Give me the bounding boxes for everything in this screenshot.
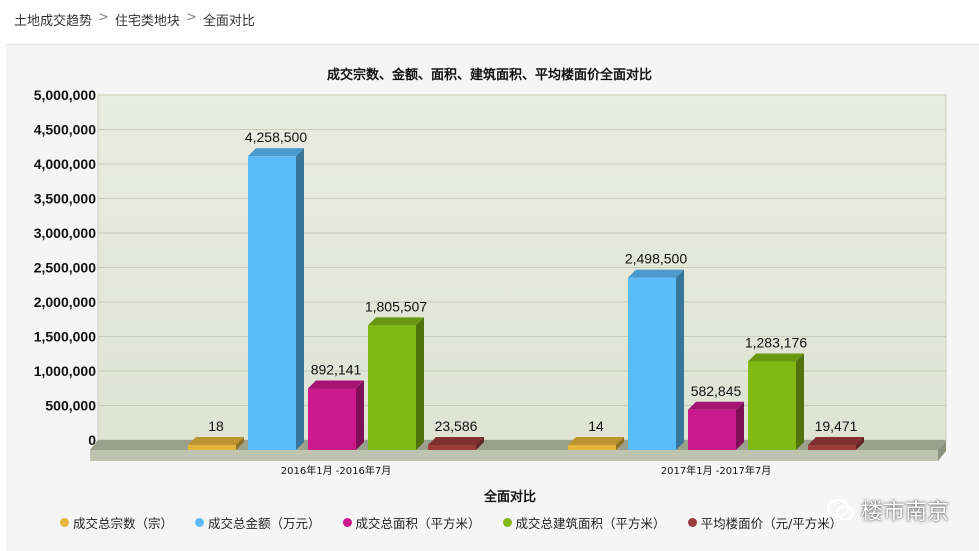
bar[interactable] (688, 401, 744, 450)
bar[interactable] (808, 437, 864, 450)
gridlines (98, 94, 946, 406)
data-label: 582,845 (691, 383, 742, 399)
breadcrumb-item-residential[interactable]: 住宅类地块 (114, 14, 180, 29)
data-label: 2,498,500 (625, 251, 687, 267)
legend: 成交总宗数（宗） 成交总金额（万元） 成交总面积（平方米） 成交总建筑面积（平方… (60, 513, 842, 532)
legend-item-avg-floor-price[interactable]: 平均楼面价（元/平方米） (687, 513, 843, 532)
legend-marker (195, 518, 205, 527)
bar[interactable] (188, 437, 244, 450)
x-axis-categories: 2016年1月 -2016年7月 2017年1月 -2017年7月 (281, 464, 771, 477)
legend-label: 成交总面积（平方米） (355, 516, 481, 531)
y-tick-label: 1,500,000 (34, 329, 96, 345)
data-label: 19,471 (815, 418, 858, 434)
legend-item-deal-count[interactable]: 成交总宗数（宗） (60, 513, 173, 532)
breadcrumb-separator: > (185, 10, 197, 25)
legend-label: 成交总金额（万元） (208, 516, 321, 531)
plot-base-side (938, 440, 946, 461)
y-axis-ticks: 0 500,000 1,000,000 1,500,000 2,000,000 2,500… (34, 87, 97, 448)
breadcrumb-item-comparison[interactable]: 全面对比 (202, 14, 255, 29)
y-tick-label: 3,000,000 (34, 225, 96, 241)
legend-label: 成交总宗数（宗） (73, 516, 174, 531)
y-tick-label: 2,500,000 (34, 260, 96, 276)
x-category-label: 2017年1月 -2017年7月 (661, 464, 771, 477)
y-tick-label: 4,500,000 (34, 122, 96, 138)
bar[interactable] (308, 380, 364, 450)
y-tick-label: 5,000,000 (34, 87, 96, 103)
x-axis-title: 全面对比 (483, 490, 536, 505)
data-label: 23,586 (435, 418, 478, 434)
watermark-text: 楼市南京 (860, 500, 949, 525)
legend-item-building-area[interactable]: 成交总建筑面积（平方米） (502, 513, 666, 532)
legend-marker (502, 518, 512, 527)
bars (188, 148, 864, 450)
bar[interactable] (748, 353, 804, 450)
y-tick-label: 4,000,000 (34, 156, 96, 172)
watermark: 楼市南京 (826, 494, 949, 526)
y-tick-label: 500,000 (45, 398, 96, 414)
x-category-label: 2016年1月 -2016年7月 (281, 464, 391, 477)
bar[interactable] (628, 269, 684, 450)
data-labels: 18 4,258,500 892,141 1,805,507 23,586 14 2,498… (208, 129, 857, 434)
data-label: 1,805,507 (365, 298, 427, 314)
breadcrumb: 土地成交趋势 > 住宅类地块 > 全面对比 (14, 10, 255, 29)
plot-base-front (90, 450, 938, 461)
y-tick-label: 3,500,000 (34, 191, 96, 207)
data-label: 892,141 (311, 361, 362, 377)
data-label: 1,283,176 (745, 334, 807, 350)
breadcrumb-separator: > (98, 10, 109, 25)
y-tick-label: 0 (88, 432, 96, 448)
bar[interactable] (428, 437, 484, 450)
y-tick-label: 2,000,000 (34, 294, 96, 310)
data-label: 4,258,500 (245, 129, 307, 145)
data-label: 14 (588, 418, 604, 434)
legend-marker (60, 518, 69, 527)
legend-label: 成交总建筑面积（平方米） (515, 516, 666, 531)
legend-marker (687, 518, 697, 527)
data-label: 18 (208, 418, 224, 434)
wechat-icon (826, 499, 854, 521)
breadcrumb-item-land-trend[interactable]: 土地成交趋势 (14, 14, 93, 29)
bar[interactable] (568, 437, 624, 450)
legend-item-total-area[interactable]: 成交总面积（平方米） (342, 513, 481, 532)
legend-item-total-amount[interactable]: 成交总金额（万元） (195, 513, 321, 532)
bar[interactable] (248, 148, 304, 450)
y-tick-label: 1,000,000 (34, 363, 96, 379)
legend-marker (342, 518, 352, 527)
bar[interactable] (368, 317, 424, 450)
chart-title: 成交宗数、金额、面积、建筑面积、平均楼面价全面对比 (326, 68, 652, 83)
legend-label: 平均楼面价（元/平方米） (700, 516, 843, 531)
